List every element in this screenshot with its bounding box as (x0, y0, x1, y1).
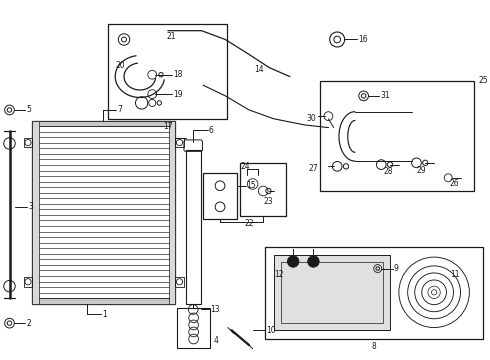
Bar (186, 150, 201, 304)
Bar (169, 121, 175, 304)
Bar (32, 298, 175, 304)
Text: 4: 4 (214, 336, 219, 345)
Text: 27: 27 (308, 165, 318, 174)
Bar (240, 163, 286, 216)
Bar (274, 255, 390, 330)
Bar (32, 121, 175, 126)
Text: 29: 29 (416, 166, 426, 175)
Text: 1: 1 (102, 310, 107, 319)
Bar (175, 277, 184, 287)
Text: 7: 7 (117, 105, 122, 114)
Text: 31: 31 (380, 91, 390, 100)
Bar (281, 262, 383, 323)
Text: 21: 21 (166, 32, 176, 41)
Bar (24, 138, 32, 147)
Text: 12: 12 (274, 270, 283, 279)
Text: 15: 15 (246, 181, 256, 190)
Text: 6: 6 (209, 126, 214, 135)
Text: 19: 19 (173, 90, 183, 99)
Text: 26: 26 (450, 180, 460, 189)
Text: 9: 9 (393, 264, 398, 273)
Text: 10: 10 (266, 326, 275, 335)
Text: 16: 16 (358, 35, 368, 44)
Text: 28: 28 (384, 167, 393, 176)
Circle shape (308, 256, 319, 267)
Text: 17: 17 (163, 122, 172, 131)
Text: 2: 2 (26, 319, 31, 328)
Text: 22: 22 (245, 219, 254, 228)
Text: 5: 5 (26, 105, 31, 114)
Bar (203, 174, 237, 219)
Text: 3: 3 (28, 202, 33, 211)
Text: 11: 11 (450, 270, 460, 279)
Text: 23: 23 (263, 197, 273, 206)
Bar (175, 138, 184, 147)
Text: 24: 24 (240, 162, 250, 171)
Text: 14: 14 (254, 65, 264, 74)
Text: 13: 13 (210, 305, 220, 314)
Bar (177, 308, 210, 348)
Text: 30: 30 (306, 114, 316, 123)
Text: 18: 18 (173, 70, 183, 79)
Bar (108, 24, 227, 119)
Bar (32, 121, 39, 304)
Text: 20: 20 (115, 62, 125, 71)
Bar (24, 277, 32, 287)
Text: 25: 25 (478, 76, 488, 85)
Bar (319, 81, 474, 191)
Bar (265, 247, 484, 339)
Text: 8: 8 (372, 342, 377, 351)
Bar (32, 121, 175, 304)
Circle shape (288, 256, 299, 267)
